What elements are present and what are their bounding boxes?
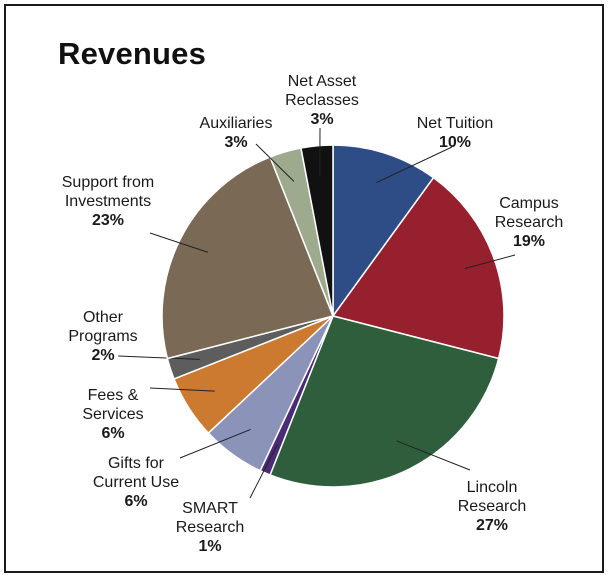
slice-label: Gifts for Current Use 6% — [93, 455, 179, 510]
leader-line — [179, 428, 251, 459]
slice-label-text: Investments — [65, 193, 151, 210]
slice-percent: 27% — [476, 517, 508, 534]
slice-label-text: Services — [82, 406, 143, 423]
slice-percent: 23% — [92, 212, 124, 229]
pie-slice-net-asset-reclasses — [300, 144, 334, 317]
leader-line — [117, 355, 200, 360]
slice-label-text: Fees & — [88, 387, 139, 404]
leader-line — [149, 387, 215, 392]
leader-line — [255, 143, 295, 182]
slice-label: Campus Research 19% — [495, 195, 563, 250]
slice-label-text: Campus — [499, 195, 559, 212]
pie-slice-campus-research — [331, 176, 505, 360]
slice-label: Fees & Services 6% — [82, 387, 143, 442]
slice-label: Net Tuition 10% — [417, 115, 493, 151]
pie-slice-support-from-investments — [161, 156, 335, 360]
slice-percent: 19% — [513, 233, 545, 250]
slice-label-text: Net Tuition — [417, 115, 493, 132]
slice-label-text: Other — [83, 309, 124, 326]
slice-label-text: Research — [495, 214, 563, 231]
slice-percent: 1% — [198, 538, 221, 555]
slice-label: Lincoln Research 27% — [458, 479, 526, 534]
slice-label-text: Current Use — [93, 474, 179, 491]
slice-label: Other Programs 2% — [68, 309, 137, 364]
slice-label-text: Support from — [62, 174, 154, 191]
slice-percent: 10% — [439, 134, 471, 151]
slice-percent: 3% — [310, 111, 333, 128]
pie-slice-lincoln-research — [269, 315, 500, 488]
pie-slice-net-tuition — [332, 144, 435, 319]
slice-label: SMART Research 1% — [176, 500, 244, 555]
leader-line — [376, 146, 453, 184]
leader-line — [149, 232, 209, 253]
slice-label-text: Auxiliaries — [200, 115, 273, 132]
slice-percent: 6% — [124, 493, 147, 510]
slice-label: Support from Investments 23% — [62, 174, 154, 229]
slice-label-text: Net Asset — [288, 73, 357, 90]
slice-label: Auxiliaries 3% — [200, 115, 273, 151]
slice-percent: 3% — [224, 134, 247, 151]
slice-label-text: SMART — [182, 500, 238, 517]
slice-label: Net Asset Reclasses 3% — [285, 73, 359, 128]
slice-label-text: Research — [176, 519, 244, 536]
leader-line — [396, 440, 471, 471]
slice-label-text: Lincoln — [467, 479, 518, 496]
slice-label-text: Research — [458, 498, 526, 515]
slice-label-text: Programs — [68, 328, 137, 345]
slice-label-text: Reclasses — [285, 92, 359, 109]
leader-line — [249, 444, 278, 499]
chart-title: Revenues — [58, 36, 207, 71]
slice-percent: 6% — [101, 425, 124, 442]
leader-line — [464, 254, 516, 269]
slice-label-text: Gifts for — [108, 455, 165, 472]
slice-percent: 2% — [91, 347, 114, 364]
